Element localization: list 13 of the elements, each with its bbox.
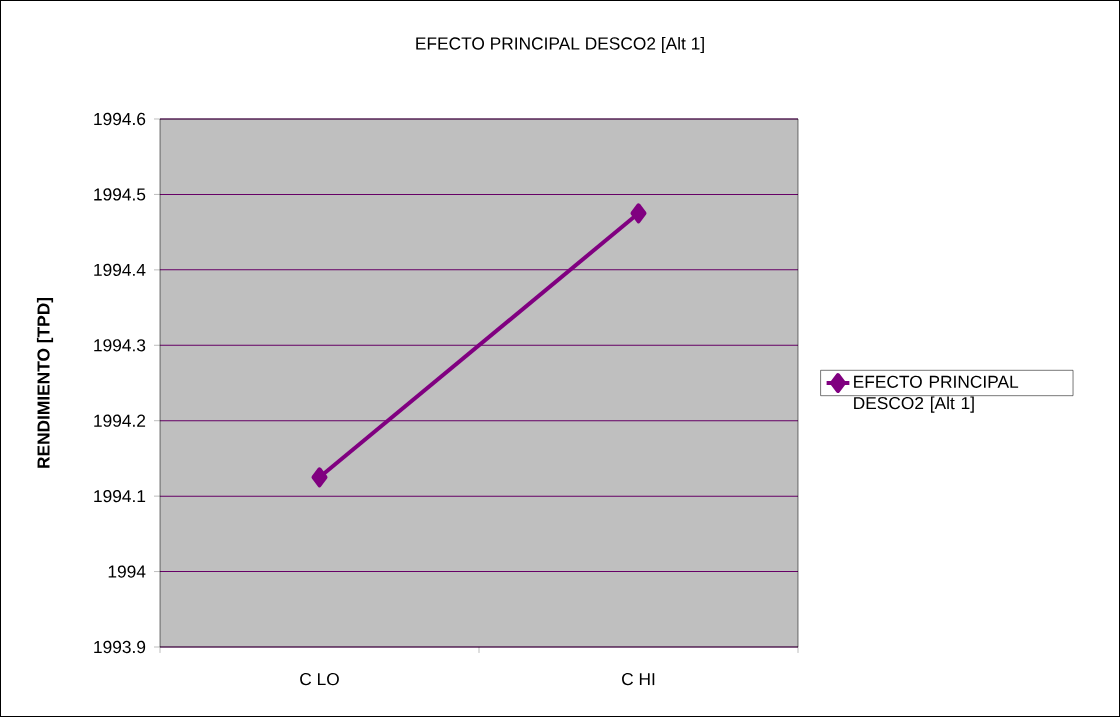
y-tick-label: 1994.3 (94, 339, 146, 352)
y-tick-label: 1994.5 (94, 188, 146, 201)
y-tick-label: 1994.1 (94, 489, 146, 503)
x-tick-label: C LO (300, 672, 339, 686)
chart-title: EFECTO PRINCIPAL DESCO2 [Alt 1] (416, 36, 704, 54)
y-tick-label: 1994.6 (94, 112, 146, 126)
y-tick-label: 1993.9 (94, 640, 146, 654)
y-axis-title: RENDIMIENTO [TPD] (36, 297, 54, 468)
y-tick-label: 1994.4 (94, 263, 146, 276)
y-tick-label: 1994 (108, 565, 146, 578)
x-tick-label: C HI (622, 672, 655, 686)
legend-label: EFECTO PRINCIPAL DESCO2 [Alt 1] (854, 375, 1019, 413)
y-tick-label: 1994.2 (94, 414, 146, 427)
